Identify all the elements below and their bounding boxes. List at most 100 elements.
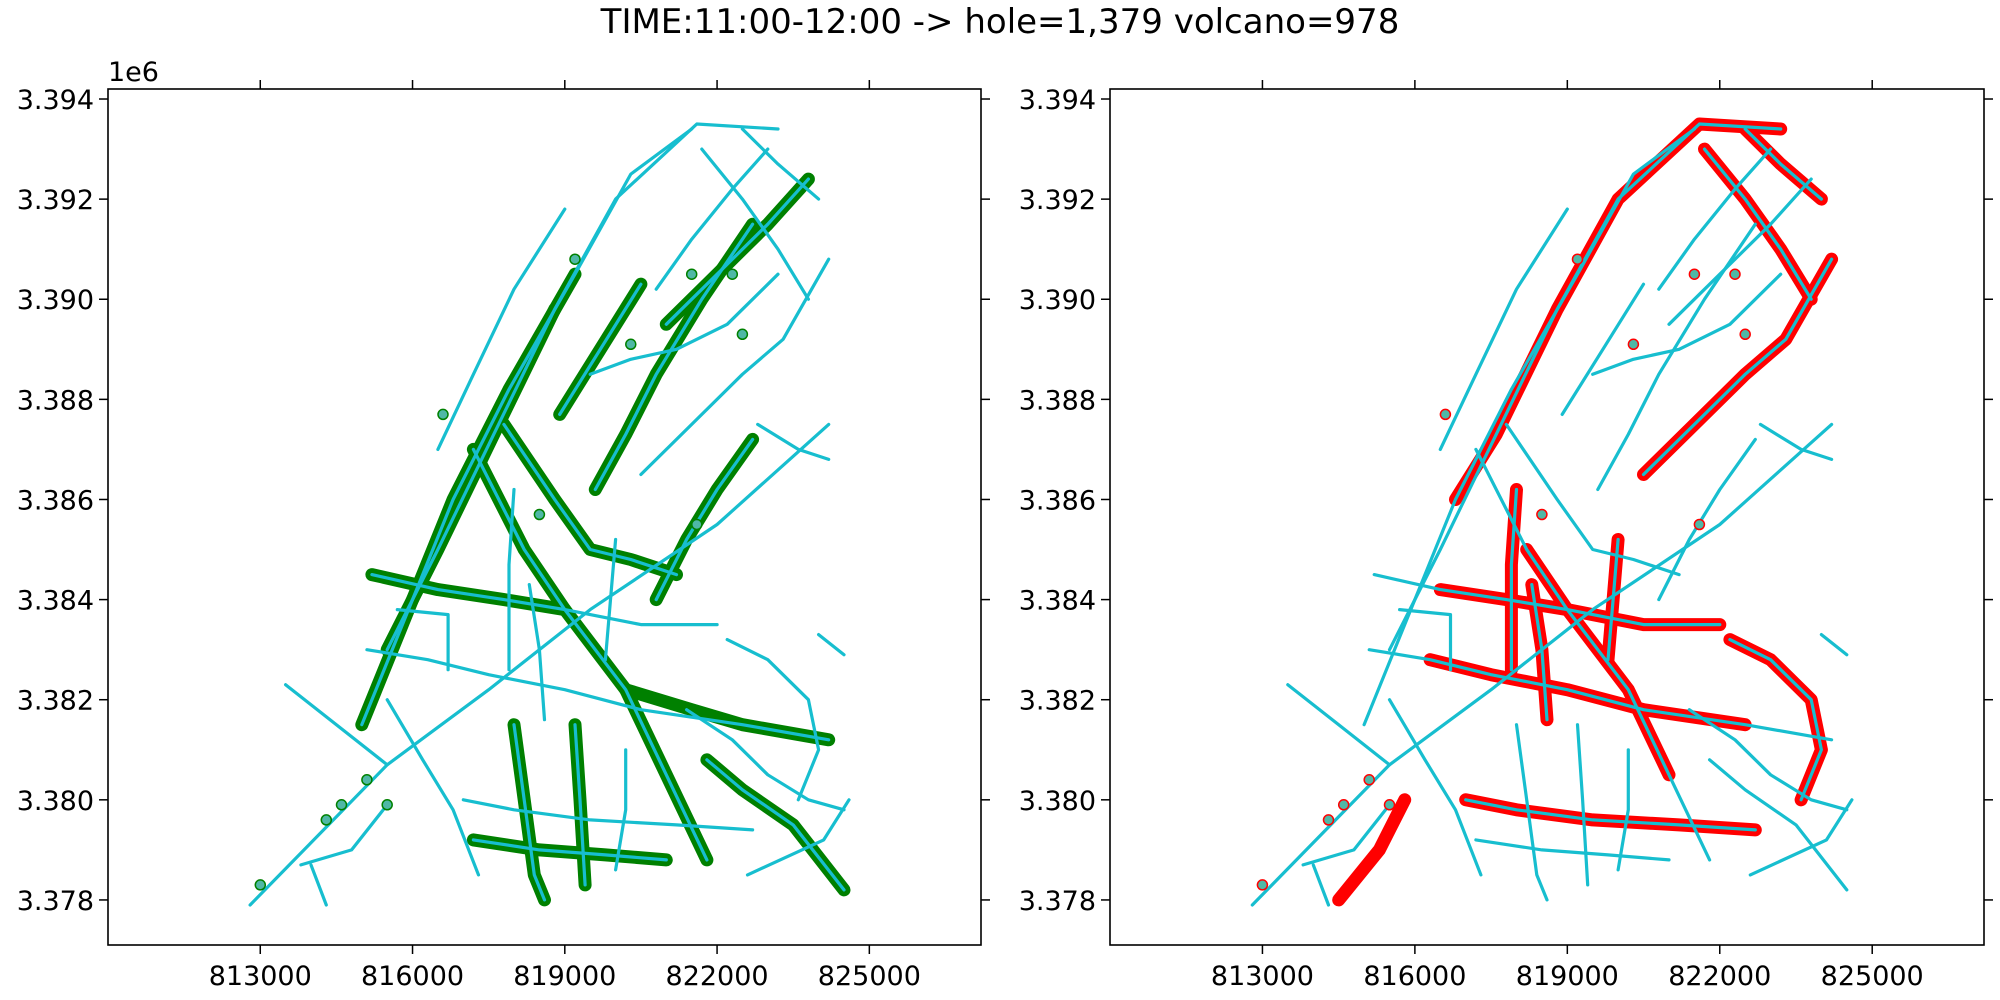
x-tick-label: 822000 [666, 961, 769, 992]
event-point [320, 814, 333, 826]
road-segment [1397, 607, 1453, 672]
plot-area [1250, 117, 1854, 907]
x-tick-label: 813000 [1211, 961, 1314, 992]
y-tick-label: 3.378 [17, 886, 94, 917]
road-segment [299, 803, 389, 867]
road-segment [1464, 798, 1757, 832]
event-point [381, 799, 393, 811]
event-point [1363, 774, 1375, 786]
y-tick-label: 3.384 [17, 586, 94, 617]
event-point [726, 268, 739, 280]
event-point [1383, 799, 1396, 811]
y-tick-label: 3.386 [1019, 485, 1096, 516]
event-point [1688, 268, 1701, 280]
road-segment [756, 422, 831, 461]
road-segment [1707, 758, 1849, 892]
road-segment [613, 748, 628, 872]
event-point [1729, 268, 1741, 280]
road-segment [1301, 803, 1392, 867]
road-segment [360, 127, 694, 727]
road-segment [1509, 487, 1519, 672]
road-segment [1667, 177, 1813, 326]
road-segment [558, 282, 643, 416]
volcano-map-panel: 813000 816000 819000 822000 825000 3.378 3.380… [1019, 80, 1993, 992]
event-point [533, 508, 546, 521]
hole-map-panel: 813000 816000 819000 822000 825000 3.378 3.380… [17, 57, 990, 992]
road-segment [1438, 207, 1569, 451]
x-tick-label: 825000 [1821, 961, 1924, 992]
road-segment [1286, 683, 1392, 767]
road-segment [471, 447, 709, 862]
event-point [1256, 879, 1269, 891]
y-tick-label: 3.394 [1019, 85, 1096, 116]
road-segment [1758, 422, 1834, 461]
road-segment [816, 632, 846, 657]
road-segment [385, 122, 780, 652]
road-segment [512, 723, 547, 902]
road-segment [502, 422, 679, 577]
road-segment [1560, 282, 1646, 416]
road-segment [461, 798, 755, 832]
event-point [685, 268, 698, 280]
event-point [361, 774, 373, 786]
road-segment [1616, 748, 1630, 872]
x-tick-label: 813000 [209, 961, 312, 992]
road-segment [1311, 863, 1331, 907]
road-segment [1657, 147, 1773, 291]
road-segment [284, 683, 389, 767]
road-segment [1687, 708, 1849, 812]
hole-highlight-segment [649, 432, 760, 607]
road-segment [745, 798, 851, 877]
y-tick-label: 3.394 [17, 85, 94, 116]
road-segment [395, 607, 450, 672]
road-segment [1504, 422, 1681, 577]
road-segment [1641, 257, 1834, 477]
road-segment [573, 723, 587, 887]
road-segment [654, 437, 755, 602]
event-point [1693, 518, 1706, 531]
road-segment [705, 758, 846, 892]
road-segment [1387, 698, 1483, 877]
y-tick-label: 3.382 [17, 686, 94, 717]
y-tick-label: 3.378 [1019, 886, 1096, 917]
y-tick-label: 3.390 [17, 285, 94, 316]
road-segment [1591, 272, 1783, 376]
axes-frame [107, 88, 982, 946]
road-segment [385, 698, 481, 877]
y-tick-label: 3.392 [1019, 185, 1096, 216]
road-segment [1657, 437, 1757, 602]
y-tick-label: 3.380 [17, 786, 94, 817]
event-point [437, 408, 449, 421]
road-segment [527, 582, 547, 722]
plot-area [248, 122, 851, 907]
road-segment [1474, 838, 1671, 862]
road-segment [1728, 637, 1824, 802]
volcano-highlight-segment [1459, 793, 1762, 837]
road-segment [365, 648, 831, 742]
road-segment [654, 147, 770, 291]
road-segment [684, 708, 846, 812]
event-point [1739, 328, 1751, 341]
road-segment [725, 637, 821, 802]
road-segment [1819, 632, 1849, 657]
road-segment [740, 127, 821, 201]
event-point [625, 338, 637, 351]
y-tick-label: 3.388 [1019, 385, 1096, 416]
event-point [1536, 508, 1548, 521]
y-tick-label: 3.392 [17, 185, 94, 216]
axes-frame [1109, 88, 1985, 946]
y-tick-label: 3.380 [1019, 786, 1096, 817]
x-tick-label: 825000 [818, 961, 921, 992]
road-segment [1367, 648, 1834, 742]
road-segment [588, 272, 780, 376]
road-segment [603, 537, 618, 662]
y-tick-label: 3.390 [1019, 285, 1096, 316]
road-segment [700, 147, 811, 301]
x-tick-label: 822000 [1668, 961, 1771, 992]
event-point [736, 328, 749, 341]
event-point [1322, 814, 1335, 826]
event-point [1439, 408, 1452, 421]
road-segment [1372, 572, 1722, 627]
road-segment [436, 207, 567, 451]
